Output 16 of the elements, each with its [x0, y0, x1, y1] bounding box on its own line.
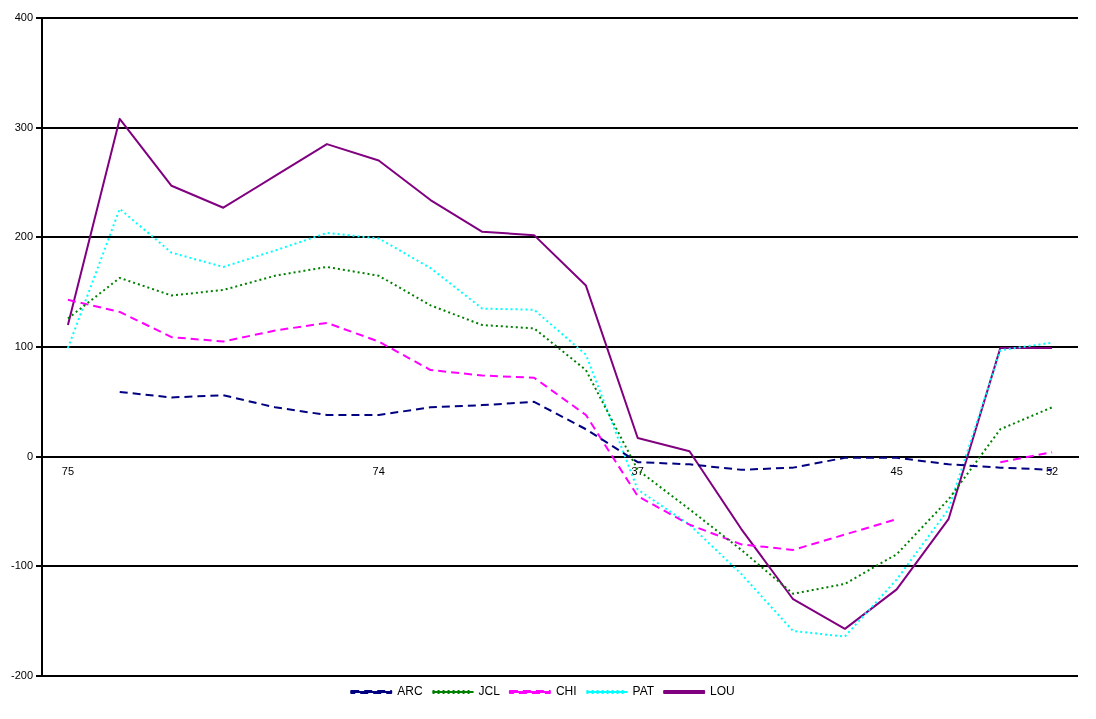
y-tick-label: 300 — [14, 120, 34, 133]
y-tick-label: 100 — [14, 340, 34, 353]
y-tick-label: 0 — [26, 449, 34, 462]
y-tick-label: 200 — [14, 230, 34, 243]
legend-label: PAT — [632, 684, 655, 699]
x-tick-label: 52 — [1045, 465, 1059, 478]
legend-label: LOU — [710, 684, 735, 699]
legend-label: CHI — [555, 684, 577, 699]
x-tick-label: 75 — [61, 465, 75, 478]
y-tick-label: 400 — [14, 11, 34, 24]
legend-label: ARC — [397, 684, 423, 699]
legend-label: JCL — [478, 684, 501, 699]
x-tick-label: 74 — [372, 465, 385, 478]
x-tick-label: 45 — [890, 465, 903, 478]
y-tick-label: -100 — [10, 559, 34, 572]
y-tick-label: -200 — [10, 669, 34, 682]
